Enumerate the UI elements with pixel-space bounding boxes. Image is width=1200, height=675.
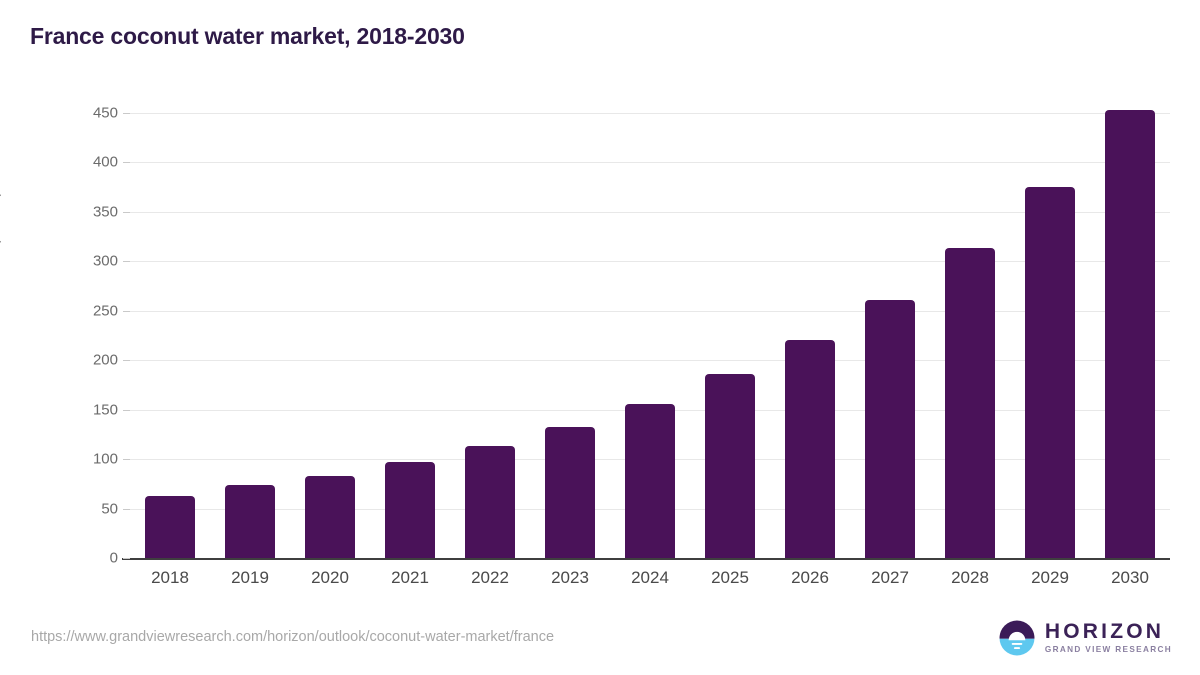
bar-2023[interactable] <box>545 427 595 558</box>
y-axis-tick-label: 0 <box>109 549 118 567</box>
x-axis-tick-label: 2026 <box>791 568 829 587</box>
bar-2025[interactable] <box>705 374 755 558</box>
y-axis-tick-label: 50 <box>101 500 118 518</box>
x-axis-tick-label: 2021 <box>391 568 429 587</box>
y-axis-tick-label: 100 <box>92 450 118 468</box>
x-axis-tick-label: 2025 <box>711 568 749 587</box>
x-axis-tick-label: 2027 <box>871 568 909 587</box>
x-axis-tick-label: 2022 <box>471 568 509 587</box>
bar-2026[interactable] <box>785 340 835 558</box>
y-axis-tick-mark <box>123 459 130 461</box>
bar-2020[interactable] <box>305 475 355 558</box>
bar-2019[interactable] <box>225 484 275 558</box>
y-axis-tick-mark <box>123 360 130 362</box>
gridline <box>130 113 1170 114</box>
bar-2024[interactable] <box>625 403 675 558</box>
y-axis-tick-mark <box>123 113 130 114</box>
bar-2027[interactable] <box>865 299 915 558</box>
y-axis-title: Market Size (US$M) <box>0 191 2 335</box>
bar-2022[interactable] <box>465 446 515 558</box>
gridline <box>130 261 1170 263</box>
bar-2028[interactable] <box>945 248 995 558</box>
y-axis-tick-mark <box>123 162 130 164</box>
bar-2021[interactable] <box>385 462 435 558</box>
x-axis-tick-label: 2024 <box>631 568 669 587</box>
x-axis-tick-label: 2019 <box>231 568 269 587</box>
x-axis-tick-label: 2028 <box>951 568 989 587</box>
x-axis-tick-label: 2020 <box>311 568 349 587</box>
brand-logo: HORIZON GRAND VIEW RESEARCH <box>998 618 1172 658</box>
y-axis-tick-label: 350 <box>92 203 118 221</box>
bar-2030[interactable] <box>1105 110 1155 558</box>
y-axis-tick-label: 150 <box>92 401 118 419</box>
x-axis-tick-label: 2030 <box>1111 568 1149 587</box>
horizon-sun-circle-icon <box>999 620 1035 656</box>
y-axis-tick-label: 200 <box>92 351 118 369</box>
gridline <box>130 162 1170 164</box>
page-title: France coconut water market, 2018-2030 <box>30 23 465 49</box>
gridline <box>130 360 1170 362</box>
y-axis-tick-label: 300 <box>92 252 118 270</box>
bar-2029[interactable] <box>1025 187 1075 558</box>
logo-tagline: GRAND VIEW RESEARCH <box>1044 645 1172 655</box>
plot-area <box>122 110 1170 560</box>
y-axis-tick-label: 400 <box>92 153 118 171</box>
y-axis-tick-mark <box>123 409 130 411</box>
x-axis-tick-label: 2018 <box>151 568 189 587</box>
y-axis-tick-mark <box>123 310 130 312</box>
bar-2018[interactable] <box>145 495 195 558</box>
y-axis-tick-mark <box>123 261 130 263</box>
source-url[interactable]: https://www.grandviewresearch.com/horizo… <box>31 629 555 645</box>
y-axis-tick-mark <box>123 508 130 510</box>
y-axis-tick-mark <box>123 558 130 559</box>
x-axis-line <box>122 558 1170 560</box>
logo-wordmark: HORIZON <box>1044 620 1165 644</box>
gridline <box>130 310 1170 312</box>
x-axis-tick-label: 2029 <box>1031 568 1069 587</box>
y-axis-tick-mark <box>123 211 130 213</box>
y-axis-tick-label: 250 <box>92 302 118 320</box>
logo-text-group: HORIZON GRAND VIEW RESEARCH <box>1045 621 1172 654</box>
gridline <box>130 211 1170 213</box>
y-axis-tick-label: 450 <box>92 104 118 122</box>
x-axis-tick-label: 2023 <box>551 568 589 587</box>
